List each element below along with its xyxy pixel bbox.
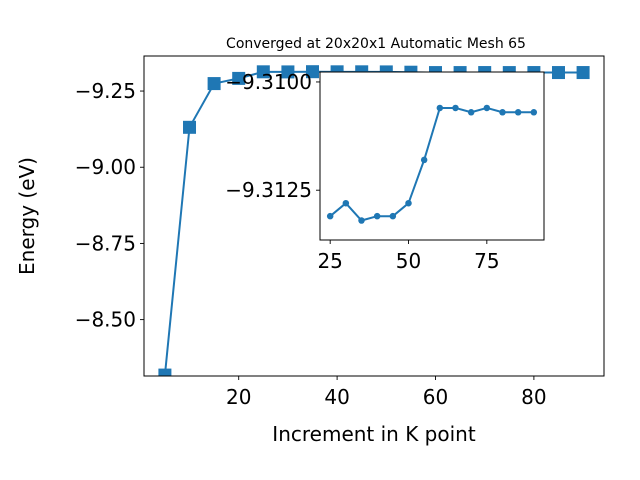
main-data-point [256,65,270,79]
inset-x-tick-label: 25 [317,249,342,273]
main-y-tick-label: −9.25 [75,79,136,103]
main-y-tick-label: −8.75 [75,231,136,255]
main-data-point [183,120,197,134]
main-x-tick-label: 40 [324,385,349,409]
main-data-point [281,65,295,79]
inset-y-tick-label: −9.3100 [225,70,312,94]
inset-data-point [436,104,444,112]
inset-data-point [389,212,397,220]
inset-data-point [373,212,381,220]
inset-data-point [452,104,459,112]
inset-data-point [326,212,334,220]
inset-data-point [358,217,365,224]
main-data-point [158,368,172,376]
inset-plot-area: 25 50 75 −9.3125 −9.3100 [225,70,545,273]
inset-background [320,72,544,240]
main-x-tick-label: 60 [423,385,448,409]
inset-data-point [420,156,428,164]
inset-x-tick-label: 75 [474,249,499,273]
main-frame [143,55,605,377]
inset-data-point [499,109,506,116]
inset-data-point [467,109,475,116]
y-axis-label: Energy (eV) [15,157,39,275]
main-data-point [207,77,221,91]
inset-frame [319,71,545,241]
main-y-tick-label: −9.00 [75,155,136,179]
x-axis-label: Increment in K point [272,422,476,446]
main-data-point [306,65,320,79]
inset-x-tick-label: 50 [396,249,421,273]
inset-data-point [342,199,350,207]
main-data-point [551,66,565,80]
chart-title: Converged at 20x20x1 Automatic Mesh 65 [226,36,526,52]
main-data-point [232,71,246,85]
inset-y-tick-label: −9.3125 [225,178,312,202]
main-y-tick-label: −8.50 [75,308,136,332]
inset-data-point [514,109,522,116]
inset-data-point [530,109,538,116]
inset-data-point [405,199,412,207]
main-x-tick-label: 80 [521,385,546,409]
main-data-point [576,66,590,80]
main-x-tick-label: 20 [226,385,251,409]
inset-data-point [483,104,491,112]
